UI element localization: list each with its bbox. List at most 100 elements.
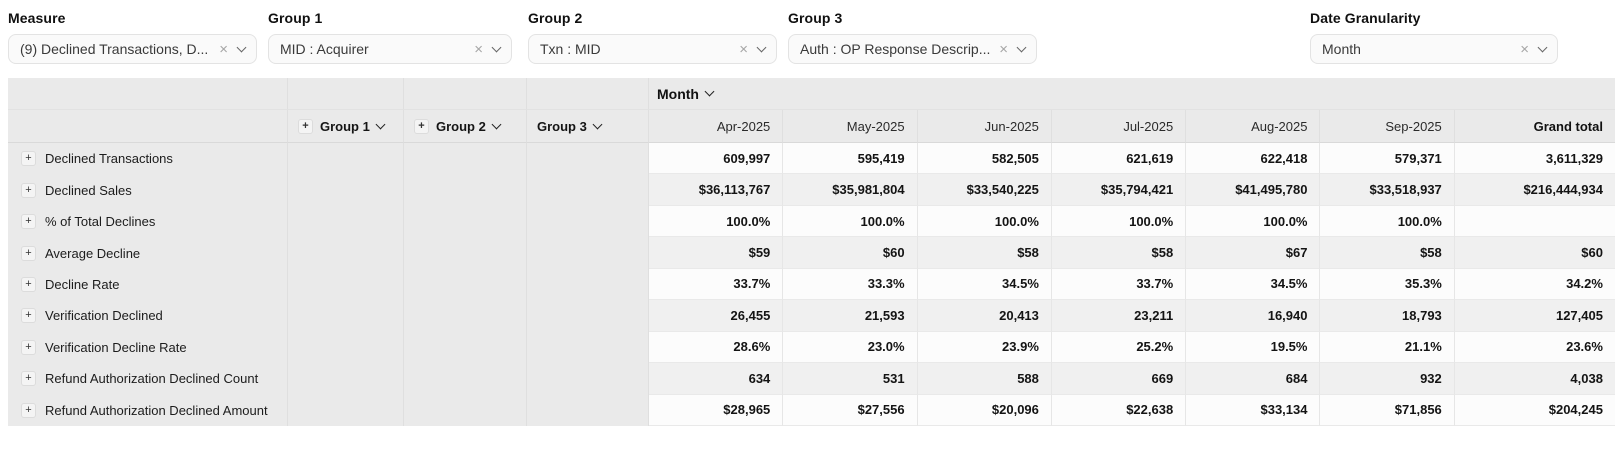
- column-header-may[interactable]: May-2025: [783, 110, 918, 143]
- value-cell: 34.5%: [917, 268, 1052, 301]
- filter-group-1: Group 1 MID : Acquirer ×: [268, 10, 512, 64]
- chevron-down-icon[interactable]: [491, 119, 502, 129]
- chevron-down-icon[interactable]: [236, 42, 247, 52]
- value-cell: 21.1%: [1320, 331, 1455, 364]
- chevron-down-icon[interactable]: [704, 86, 715, 97]
- group3-select-value: Auth : OP Response Descrip...: [800, 41, 991, 57]
- column-header-jul[interactable]: Jul-2025: [1051, 110, 1187, 143]
- expand-row-icon[interactable]: +: [21, 214, 36, 230]
- value-cell: 21,593: [783, 300, 918, 332]
- value-cell: $71,856: [1320, 394, 1455, 426]
- chevron-down-icon[interactable]: [375, 119, 386, 129]
- group-spacer-cell: [288, 143, 404, 175]
- row-label-cell: + Refund Authorization Declined Amount: [8, 394, 288, 426]
- expand-row-icon[interactable]: +: [21, 245, 36, 261]
- chevron-down-icon[interactable]: [1016, 42, 1027, 52]
- clear-icon[interactable]: ×: [739, 40, 748, 58]
- group-spacer-cell: [404, 205, 527, 238]
- clear-icon[interactable]: ×: [219, 40, 228, 58]
- value-cell: 100.0%: [1320, 205, 1455, 238]
- expand-row-icon[interactable]: +: [21, 371, 36, 387]
- value-cell: $204,245: [1454, 394, 1615, 426]
- expand-row-icon[interactable]: +: [21, 339, 36, 355]
- column-header-apr[interactable]: Apr-2025: [649, 110, 784, 143]
- value-cell: 609,997: [649, 143, 784, 175]
- group1-column-header[interactable]: + Group 1: [288, 110, 404, 143]
- value-cell: $60: [783, 237, 918, 269]
- group2-select[interactable]: Txn : MID ×: [528, 34, 777, 64]
- expand-row-icon[interactable]: +: [21, 402, 36, 418]
- chevron-down-icon[interactable]: [756, 42, 767, 52]
- filter-label: Group 3: [788, 10, 843, 26]
- value-cell: $60: [1454, 237, 1615, 269]
- value-cell: 26,455: [649, 300, 784, 332]
- row-label: Refund Authorization Declined Count: [45, 371, 259, 387]
- date-granularity-select[interactable]: Month ×: [1310, 34, 1558, 64]
- filter-measure: Measure (9) Declined Transactions, D... …: [8, 10, 257, 64]
- value-cell: 669: [1051, 363, 1187, 395]
- row-label: Declined Sales: [45, 182, 132, 198]
- row-label: Verification Decline Rate: [45, 339, 187, 355]
- value-cell: 634: [649, 363, 784, 395]
- group2-column-header[interactable]: + Group 2: [404, 110, 527, 143]
- group3-header-label: Group 3: [537, 118, 587, 134]
- filter-date-granularity: Date Granularity Month ×: [1310, 10, 1558, 64]
- value-cell: 28.6%: [649, 331, 784, 364]
- value-cell: 33.3%: [783, 268, 918, 301]
- row-label-cell: + Verification Decline Rate: [8, 331, 288, 364]
- chevron-down-icon[interactable]: [592, 119, 603, 129]
- header-spacer: [288, 78, 404, 110]
- value-cell: 579,371: [1320, 143, 1455, 175]
- row-label: Average Decline: [45, 245, 141, 261]
- group3-column-header[interactable]: Group 3: [527, 110, 649, 143]
- filter-label: Group 2: [528, 10, 583, 26]
- column-header-jun[interactable]: Jun-2025: [917, 110, 1052, 143]
- value-cell: $58: [1051, 237, 1187, 269]
- group-spacer-cell: [527, 363, 649, 395]
- value-cell: 100.0%: [1051, 205, 1187, 238]
- filter-label: Measure: [8, 10, 66, 26]
- row-label-header: [8, 110, 288, 143]
- column-header-aug[interactable]: Aug-2025: [1186, 110, 1321, 143]
- expand-row-icon[interactable]: +: [21, 308, 36, 324]
- clear-icon[interactable]: ×: [999, 40, 1008, 58]
- chevron-down-icon[interactable]: [491, 42, 502, 52]
- group-spacer-cell: [288, 363, 404, 395]
- value-cell: 34.5%: [1186, 268, 1321, 301]
- clear-icon[interactable]: ×: [1520, 40, 1529, 58]
- filter-group-2: Group 2 Txn : MID ×: [528, 10, 777, 64]
- measure-select[interactable]: (9) Declined Transactions, D... ×: [8, 34, 257, 64]
- column-header-grand-total[interactable]: Grand total: [1454, 110, 1615, 143]
- expand-row-icon[interactable]: +: [21, 151, 36, 167]
- value-cell: $216,444,934: [1454, 174, 1615, 206]
- value-cell: 23.9%: [917, 331, 1052, 364]
- chevron-down-icon[interactable]: [1537, 42, 1548, 52]
- row-label-cell: + Refund Authorization Declined Count: [8, 363, 288, 395]
- value-cell: 16,940: [1186, 300, 1321, 332]
- column-header-sep[interactable]: Sep-2025: [1320, 110, 1455, 143]
- group3-select[interactable]: Auth : OP Response Descrip... ×: [788, 34, 1037, 64]
- value-cell: 622,418: [1186, 143, 1321, 175]
- group1-header-label: Group 1: [320, 118, 370, 134]
- group1-select[interactable]: MID : Acquirer ×: [268, 34, 512, 64]
- group2-select-value: Txn : MID: [540, 41, 601, 57]
- row-label-cell: + Declined Transactions: [8, 143, 288, 175]
- header-spacer: [8, 78, 288, 110]
- value-cell: 100.0%: [1186, 205, 1321, 238]
- group-spacer-cell: [527, 237, 649, 269]
- clear-icon[interactable]: ×: [474, 40, 483, 58]
- month-group-header[interactable]: Month: [649, 78, 1615, 110]
- value-cell: 20,413: [917, 300, 1052, 332]
- expand-row-icon[interactable]: +: [21, 182, 36, 198]
- value-cell: 23.6%: [1454, 331, 1615, 364]
- expand-row-icon[interactable]: +: [21, 276, 36, 292]
- row-label-cell: + Average Decline: [8, 237, 288, 269]
- group-spacer-cell: [404, 237, 527, 269]
- group-spacer-cell: [404, 363, 527, 395]
- value-cell: $58: [917, 237, 1052, 269]
- value-cell: 33.7%: [649, 268, 784, 301]
- expand-group1-icon[interactable]: +: [298, 118, 313, 134]
- group-spacer-cell: [288, 300, 404, 332]
- expand-group2-icon[interactable]: +: [414, 118, 429, 134]
